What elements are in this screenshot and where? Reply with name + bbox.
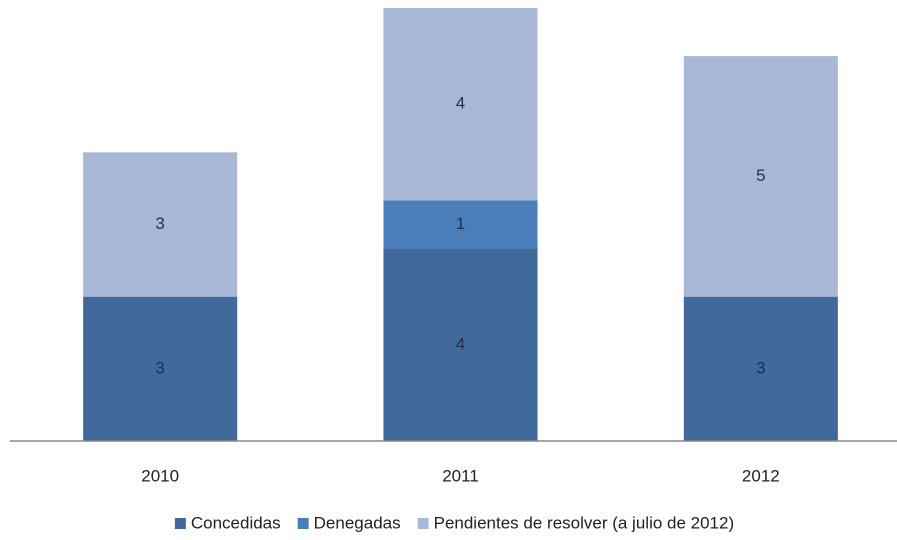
- legend-label: Concedidas: [191, 513, 281, 532]
- bar-segment: [383, 200, 538, 249]
- x-tick-label: 2012: [742, 466, 780, 485]
- legend-label: Pendientes de resolver (a julio de 2012): [434, 513, 735, 532]
- legend-swatch: [174, 518, 186, 529]
- bar-segment: [83, 296, 238, 441]
- bar-segment: [683, 56, 838, 297]
- data-label: 5: [756, 166, 765, 185]
- bar-segment: [83, 152, 238, 297]
- legend-label: Denegadas: [314, 513, 401, 532]
- x-tick-label: 2010: [141, 466, 179, 485]
- x-tick-label: 2011: [442, 466, 479, 485]
- data-label: 3: [155, 214, 164, 233]
- data-label: 4: [456, 94, 465, 113]
- data-label: 4: [456, 334, 465, 353]
- data-label: 3: [756, 358, 765, 377]
- bar-segment: [383, 248, 538, 441]
- bar-segment: [383, 8, 538, 201]
- data-label: 1: [456, 214, 465, 233]
- bar-segment: [683, 296, 838, 441]
- legend-swatch: [297, 518, 309, 529]
- data-label: 3: [155, 358, 164, 377]
- legend-swatch: [417, 518, 429, 529]
